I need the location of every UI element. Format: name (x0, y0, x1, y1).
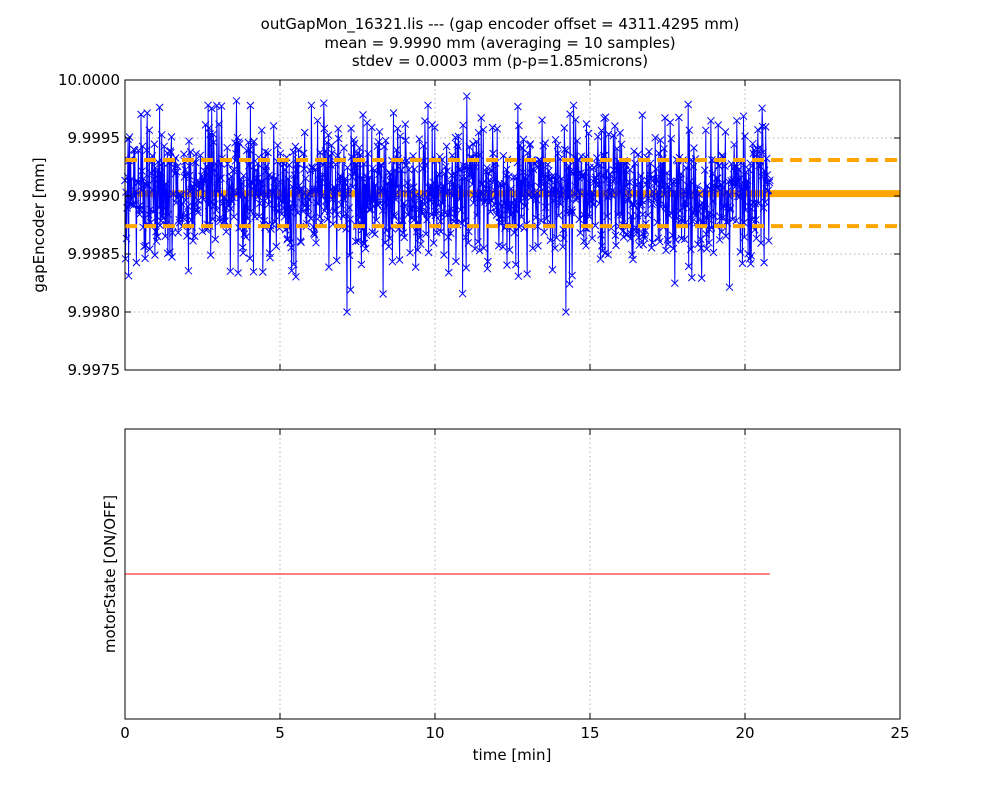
chart-title-line-1: outGapMon_16321.lis --- (gap encoder off… (261, 15, 740, 34)
gap-encoder-plot: 9.9975 9.9980 9.9985 9.9990 9.9995 10.0000 ga… (30, 71, 901, 379)
gap-encoder-ticks: 9.9975 9.9980 9.9985 9.9990 9.9995 10.0000 (58, 71, 901, 379)
motor-state-y-axis-label: motorState [ON/OFF] (101, 495, 119, 653)
gap-encoder-y-tick-label: 9.9990 (68, 187, 121, 205)
x-tick-label: 5 (275, 724, 285, 742)
gap-encoder-y-tick-label: 9.9985 (68, 245, 121, 263)
chart-title-line-3: stdev = 0.0003 mm (p-p=1.85microns) (352, 52, 648, 70)
x-axis-label: time [min] (473, 746, 552, 764)
gap-encoder-y-tick-label: 9.9995 (68, 129, 121, 147)
x-tick-label: 15 (580, 724, 599, 742)
x-tick-label: 0 (120, 724, 130, 742)
chart-title-line-2: mean = 9.9990 mm (averaging = 10 samples… (324, 34, 675, 52)
gap-encoder-series (121, 92, 774, 316)
gap-encoder-y-tick-label: 10.0000 (58, 71, 120, 89)
x-tick-label: 25 (890, 724, 909, 742)
motor-state-ticks: 0 5 10 15 20 25 (120, 429, 910, 742)
gap-encoder-y-axis-label: gapEncoder [mm] (30, 157, 48, 292)
motor-state-plot-frame (124, 428, 901, 720)
gap-encoder-plot-frame (124, 79, 901, 371)
gap-encoder-y-tick-label: 9.9975 (68, 361, 121, 379)
x-tick-label: 10 (425, 724, 444, 742)
gap-encoder-stdev-lines (125, 158, 900, 229)
x-tick-label: 20 (735, 724, 754, 742)
gap-encoder-y-tick-label: 9.9980 (68, 303, 121, 321)
motor-state-plot: 0 5 10 15 20 25 motorState [ON/OFF] time [min… (101, 428, 910, 764)
